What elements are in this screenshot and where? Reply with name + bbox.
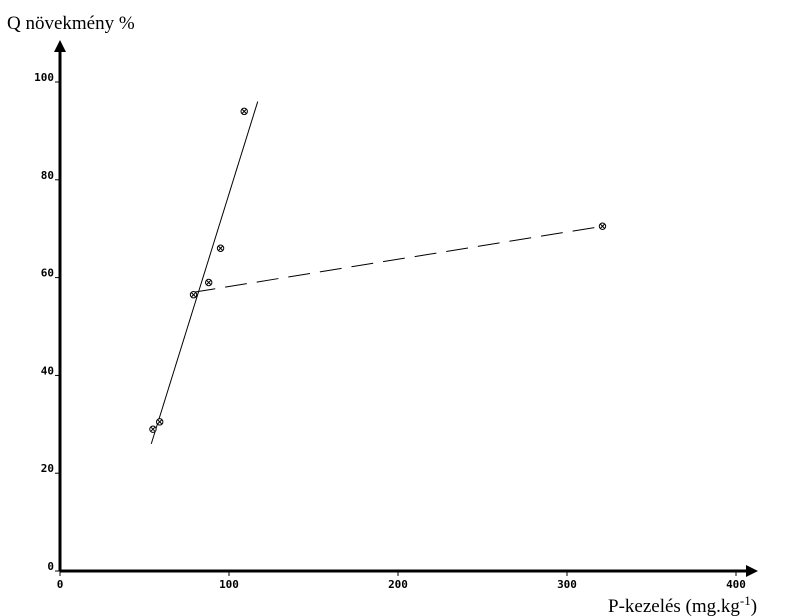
axes bbox=[54, 40, 758, 577]
data-point-cross bbox=[157, 419, 163, 425]
x-axis-arrowhead bbox=[746, 565, 758, 577]
y-axis-arrowhead bbox=[54, 40, 66, 52]
x-tick-label: 100 bbox=[219, 578, 239, 591]
data-point bbox=[598, 222, 607, 230]
x-tick-label: 0 bbox=[57, 578, 64, 591]
fit-lines bbox=[150, 101, 603, 445]
data-point bbox=[156, 418, 164, 426]
data-points bbox=[149, 107, 607, 433]
y-tick-label: 60 bbox=[41, 267, 54, 280]
data-point bbox=[205, 278, 213, 287]
y-tick-label: 80 bbox=[41, 169, 54, 182]
data-point-cross bbox=[191, 292, 196, 298]
y-tick-label: 20 bbox=[41, 462, 54, 475]
axis-ticks: 0 100 200 300 400 0 20 40 60 80 100 bbox=[34, 71, 746, 591]
data-point bbox=[149, 425, 157, 433]
x-axis-title: P-kezelés (mg.kg-1) bbox=[608, 593, 757, 616]
y-axis-title: Q növekmény % bbox=[7, 13, 135, 34]
data-point bbox=[216, 244, 225, 252]
data-point-cross bbox=[206, 280, 212, 285]
data-point-cross bbox=[150, 426, 156, 432]
data-point bbox=[240, 107, 248, 116]
x-axis-title-superscript: -1 bbox=[740, 593, 751, 608]
x-axis-title-close: ) bbox=[751, 596, 757, 616]
y-tick-label: 40 bbox=[41, 364, 54, 377]
data-point bbox=[189, 291, 198, 299]
x-tick-label: 300 bbox=[557, 578, 577, 591]
dashed-fit-line bbox=[193, 225, 603, 293]
y-tick-label: 0 bbox=[47, 560, 54, 573]
data-point-cross bbox=[600, 223, 605, 229]
x-tick-label: 200 bbox=[388, 578, 408, 591]
data-point-cross bbox=[218, 245, 223, 251]
svg-text:P-kezelés (mg.kg-1): P-kezelés (mg.kg-1) bbox=[608, 593, 757, 616]
solid-fit-line bbox=[150, 101, 259, 445]
x-tick-label: 400 bbox=[726, 578, 746, 591]
data-point-cross bbox=[241, 108, 247, 114]
y-tick-label: 100 bbox=[34, 71, 54, 84]
x-axis-title-main: P-kezelés (mg.kg bbox=[608, 596, 740, 616]
